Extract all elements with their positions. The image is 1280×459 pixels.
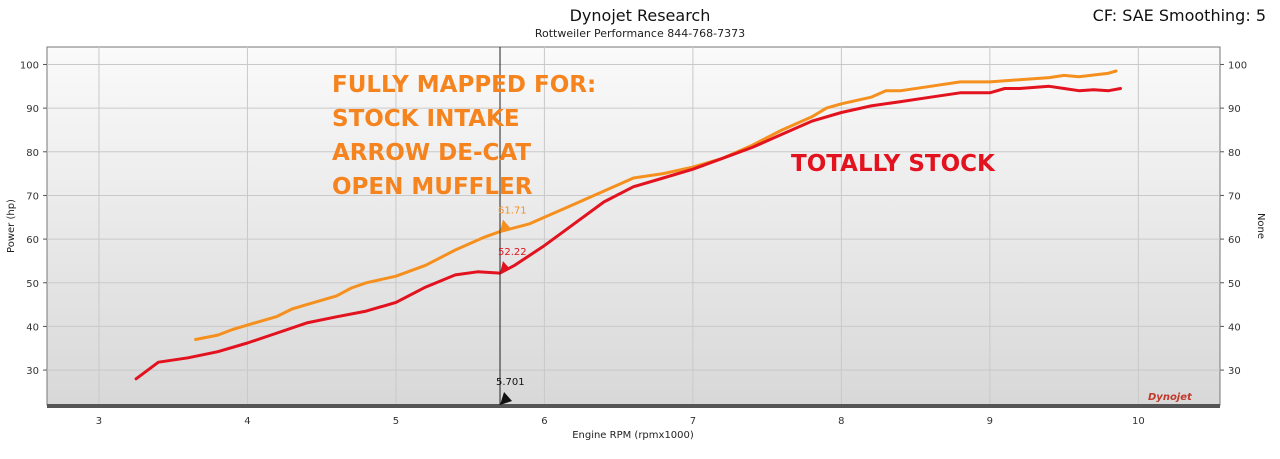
cursor-marker-stock	[500, 261, 511, 274]
y-tick-label: 70	[26, 191, 39, 202]
y-tick-label: 60	[26, 235, 39, 246]
annotation-mapped-line-4: OPEN MUFFLER	[332, 174, 533, 200]
annotation-mapped-line-1: FULLY MAPPED FOR:	[332, 72, 596, 98]
y-tick-label: 80	[26, 148, 39, 159]
y2-tick-label: 30	[1228, 366, 1241, 377]
x-tick-label: 4	[244, 416, 250, 427]
cursor-marker-modified	[500, 219, 511, 232]
annotation-mapped-line-3: ARROW DE-CAT	[332, 140, 531, 166]
cursor-value-stock: 52.22	[498, 247, 527, 258]
cursor-x-label: 5.701	[496, 377, 525, 388]
cursor-value-modified: 61.71	[498, 206, 527, 217]
y-tick-label: 100	[20, 60, 39, 71]
x-axis-label: Engine RPM (rpmx1000)	[572, 430, 694, 441]
y-tick-label: 50	[26, 279, 39, 290]
x-tick-label: 9	[987, 416, 993, 427]
y2-tick-label: 50	[1228, 279, 1241, 290]
y2-tick-label: 60	[1228, 235, 1241, 246]
y2-axis-label: None	[1255, 213, 1266, 239]
series-group	[134, 69, 1122, 381]
y2-tick-label: 40	[1228, 322, 1241, 333]
annotation-stock: TOTALLY STOCK	[791, 151, 996, 177]
annotation-mapped-line-2: STOCK INTAKE	[332, 106, 520, 132]
x-tick-label: 8	[838, 416, 844, 427]
correction-factor-label: CF: SAE Smoothing: 5	[1092, 6, 1266, 25]
x-axis-bar	[47, 404, 1220, 408]
chart-subtitle: Rottweiler Performance 844-768-7373	[534, 27, 746, 40]
x-axis-ticks: 3 4 5 6 7 8 9 10	[96, 416, 1145, 427]
y2-tick-label: 70	[1228, 191, 1241, 202]
cursor-group: 61.71 52.22 5.701	[496, 47, 527, 405]
dynojet-logo: Dynojet	[1148, 392, 1193, 403]
y-tick-label: 90	[26, 104, 39, 115]
x-tick-label: 5	[393, 416, 399, 427]
series-line-modified	[194, 69, 1118, 341]
y-tick-label: 30	[26, 366, 39, 377]
x-tick-label: 3	[96, 416, 102, 427]
y-tick-label: 40	[26, 322, 39, 333]
y2-tick-label: 100	[1228, 60, 1247, 71]
x-tick-label: 10	[1132, 416, 1145, 427]
y-axis-left-ticks: 30 40 50 60 70 80 90 100	[20, 60, 47, 377]
x-tick-label: 6	[541, 416, 547, 427]
x-tick-label: 7	[690, 416, 696, 427]
y-axis-label: Power (hp)	[6, 199, 17, 253]
series-line-stock	[134, 84, 1122, 381]
chart-title: Dynojet Research	[569, 6, 711, 25]
y2-tick-label: 80	[1228, 148, 1241, 159]
y-axis-right-ticks: 30 40 50 60 70 80 90 100	[1220, 60, 1247, 377]
y2-tick-label: 90	[1228, 104, 1241, 115]
grid-lines	[47, 47, 1220, 405]
cursor-x-marker[interactable]	[500, 392, 513, 405]
annotation-mapped: FULLY MAPPED FOR: STOCK INTAKE ARROW DE-…	[332, 72, 596, 200]
